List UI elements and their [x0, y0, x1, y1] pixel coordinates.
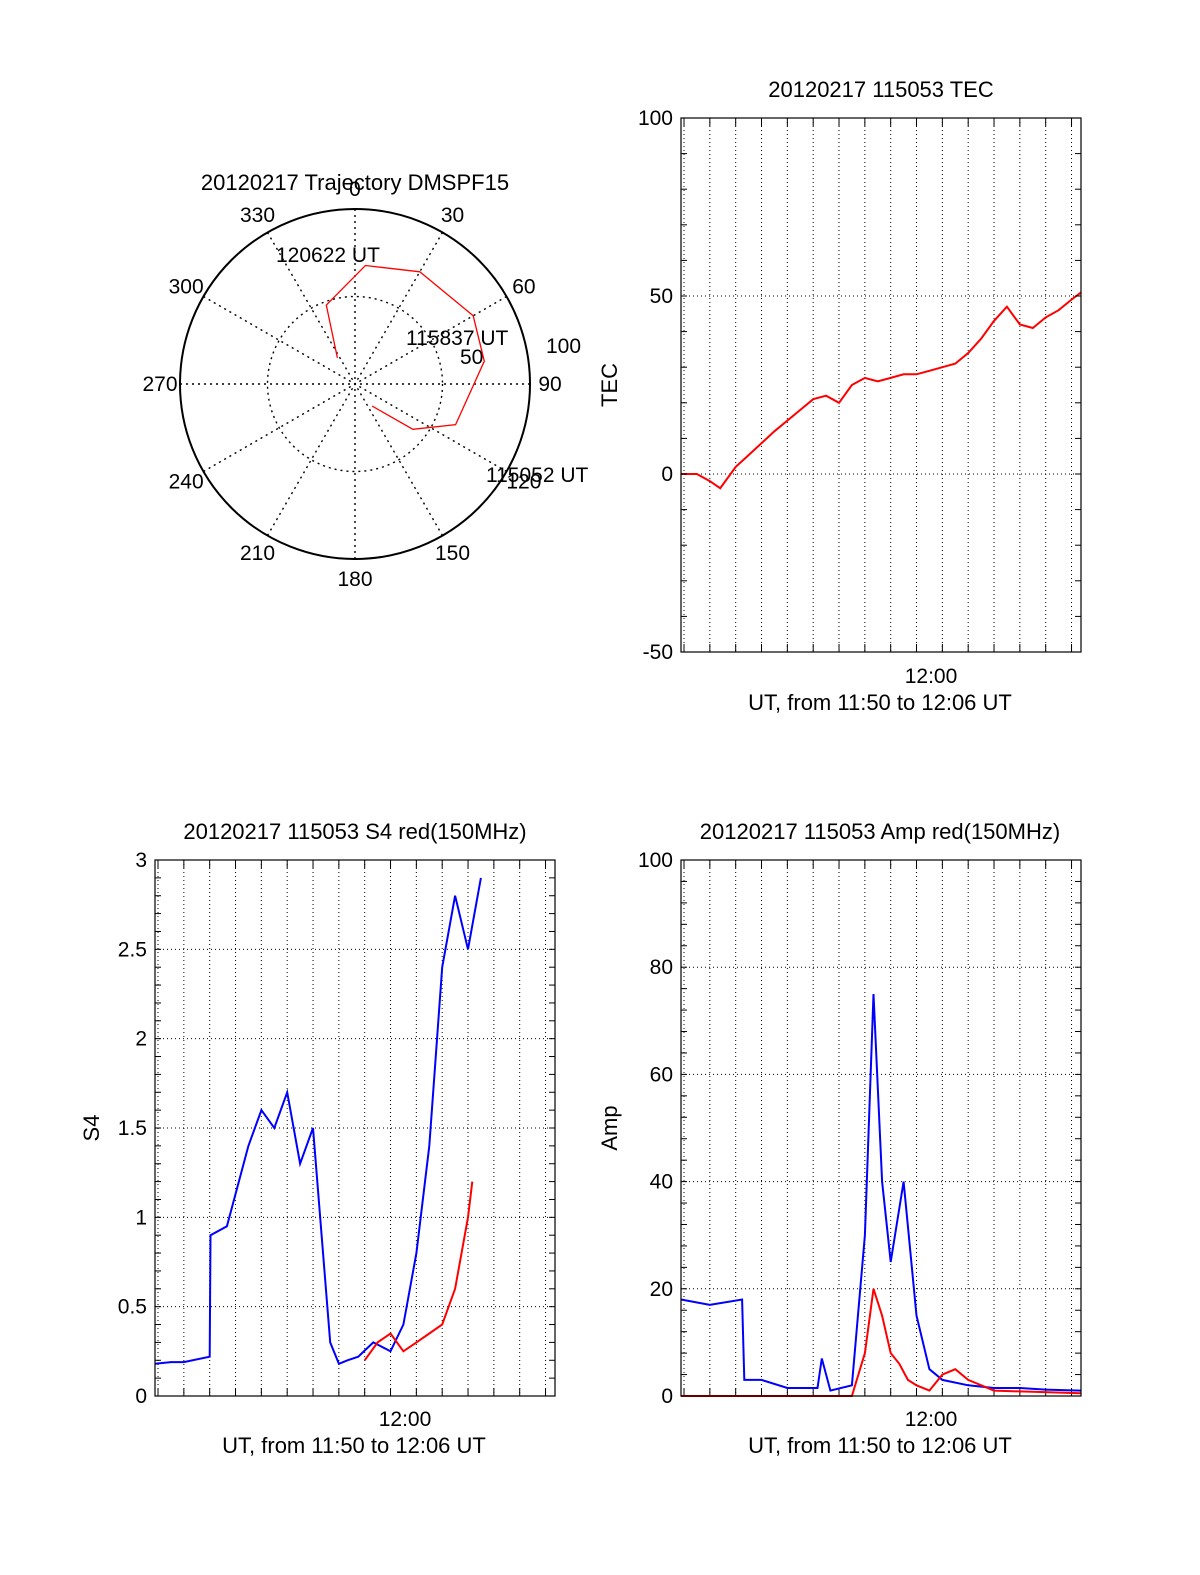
s4-y-axis-label: S4 — [79, 1115, 104, 1142]
amp-ytick-label: 40 — [650, 1171, 673, 1194]
polar-angle-label-30: 30 — [441, 204, 464, 227]
polar-angle-label-210: 210 — [240, 542, 275, 565]
s4-xtick-1200: 12:00 — [379, 1408, 432, 1431]
tec-xtick-1200: 12:00 — [905, 665, 958, 688]
amp-plot-frame — [680, 859, 1082, 1397]
s4-title: 20120217 115053 S4 red(150MHz) — [183, 819, 526, 844]
tec-series — [681, 291, 1082, 490]
s4-x-axis-label: UT, from 11:50 to 12:06 UT — [222, 1433, 486, 1458]
amp-series-line-1 — [681, 1288, 1082, 1397]
amp-series-line-0 — [680, 993, 1082, 1392]
radial-label-50: 50 — [460, 346, 483, 369]
amp-xtick-1200: 12:00 — [905, 1408, 958, 1431]
s4-series-line-1 — [363, 1181, 474, 1361]
tec-chart: 20120217 115053 TEC -50 0 50 100 12:00 UT, … — [597, 77, 1082, 715]
polar-outer-ring — [179, 208, 531, 560]
trajectory-annotation-mid: 115837 UT — [406, 327, 509, 350]
amp-x-axis-label: UT, from 11:50 to 12:06 UT — [748, 1433, 1012, 1458]
tec-title: 20120217 115053 TEC — [768, 77, 994, 102]
polar-angle-label-0: 0 — [349, 178, 361, 201]
tec-y-axis-ticks: -50 0 50 100 — [638, 107, 1081, 664]
polar-ring-50 — [266, 295, 444, 473]
trajectory-annotation-start: 115052 UT — [486, 464, 589, 487]
trajectory-line — [325, 264, 485, 430]
s4-series-line-0 — [154, 877, 482, 1366]
s4-grid — [155, 860, 555, 1396]
s4-ytick-label: 1 — [135, 1206, 147, 1229]
amp-grid — [681, 860, 1081, 1396]
s4-series — [154, 877, 482, 1366]
polar-angle-label-150: 150 — [435, 542, 470, 565]
amp-ytick-label: 80 — [650, 956, 673, 979]
s4-chart: 20120217 115053 S4 red(150MHz) 0 0.5 1 1.5 2… — [79, 819, 556, 1458]
amp-ytick-label: 0 — [661, 1385, 673, 1408]
polar-angle-label-90: 90 — [538, 373, 561, 396]
radial-label-100: 100 — [546, 335, 581, 358]
tec-ytick-label: 0 — [661, 463, 673, 486]
amp-y-axis-label: Amp — [597, 1105, 622, 1150]
trajectory-title: 20120217 Trajectory DMSPF15 — [201, 170, 509, 195]
tec-grid — [681, 118, 1081, 652]
amp-ytick-label: 60 — [650, 1063, 673, 1086]
polar-angle-label-180: 180 — [337, 568, 372, 591]
amp-chart: 20120217 115053 Amp red(150MHz) 0 20 40 60 8… — [597, 819, 1082, 1458]
polar-grid — [180, 209, 530, 559]
trajectory-annotation-end: 120622 UT — [276, 244, 380, 267]
tec-ytick-label: 100 — [638, 107, 673, 130]
s4-ytick-label: 1.5 — [118, 1117, 147, 1140]
tec-ytick-label: 50 — [650, 285, 673, 308]
s4-y-axis-ticks: 0 0.5 1 1.5 2 2.5 3 — [118, 849, 555, 1408]
tec-ytick-label: -50 — [643, 641, 673, 664]
polar-angle-label-330: 330 — [240, 204, 275, 227]
s4-ytick-label: 2 — [135, 1028, 147, 1051]
trajectory-track — [325, 264, 485, 430]
polar-spoke-150 — [266, 232, 444, 536]
polar-angle-label-60: 60 — [512, 276, 535, 299]
amp-title: 20120217 115053 Amp red(150MHz) — [700, 819, 1060, 844]
polar-angle-labels: 0 30 60 90 120 150 180 210 240 270 300 330 — [142, 178, 561, 591]
polar-angle-label-270: 270 — [142, 373, 177, 396]
s4-ytick-label: 0 — [135, 1385, 147, 1408]
amp-series — [680, 993, 1082, 1397]
tec-plot-frame — [680, 117, 1082, 653]
trajectory-polar-plot: 20120217 Trajectory DMSPF15 0 30 60 90 120 15… — [142, 170, 588, 591]
amp-y-axis-ticks: 0 20 40 60 80 100 — [638, 849, 1081, 1408]
s4-ytick-label: 3 — [135, 849, 147, 872]
polar-angle-label-120: 120 — [506, 471, 541, 494]
tec-x-axis-label: UT, from 11:50 to 12:06 UT — [748, 690, 1012, 715]
s4-ytick-label: 0.5 — [118, 1296, 147, 1319]
polar-angle-label-300: 300 — [169, 276, 204, 299]
polar-angle-label-240: 240 — [169, 471, 204, 494]
tec-series-line-0 — [681, 291, 1082, 490]
tec-y-axis-label: TEC — [597, 363, 622, 407]
amp-ytick-label: 100 — [638, 849, 673, 872]
s4-ytick-label: 2.5 — [118, 938, 147, 961]
amp-ytick-label: 20 — [650, 1278, 673, 1301]
